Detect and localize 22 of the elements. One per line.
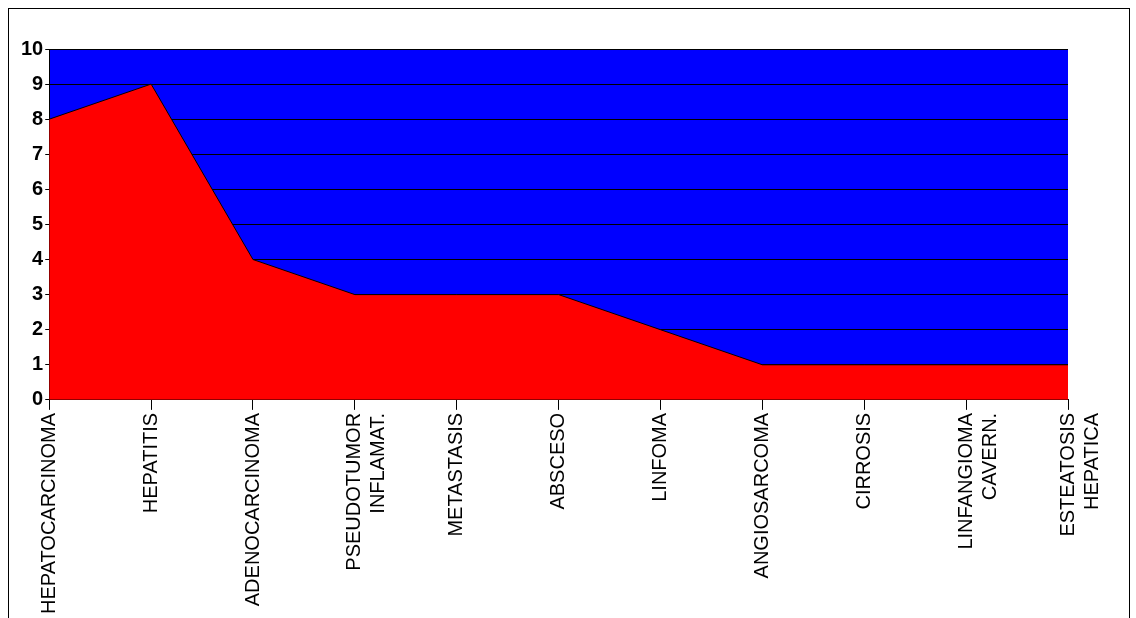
y-tick-label: 7 — [32, 141, 44, 164]
y-tick-label: 5 — [32, 211, 44, 234]
y-tick-label: 6 — [32, 176, 44, 199]
y-tick-label: 8 — [32, 106, 44, 129]
y-tick-label: 2 — [32, 317, 44, 340]
y-tick-label: 0 — [32, 387, 44, 410]
x-tick-label: LINFOMA — [648, 412, 671, 502]
y-tick-label: 9 — [32, 71, 44, 94]
x-tick-label: ADENOCARCINOMA — [240, 412, 263, 607]
y-tick-label: 4 — [32, 247, 45, 270]
x-tick-label: ANGIOSARCOMA — [749, 412, 772, 579]
x-tick-label: METASTASIS — [444, 412, 467, 537]
x-tick-label: CIRROSIS — [851, 412, 874, 510]
x-tick-label: LINFANGIOMA CAVERN. — [953, 412, 1000, 550]
x-tick-label: PSEUDOTUMOR INFLAMAT. — [342, 412, 389, 571]
y-tick-label: 1 — [32, 352, 44, 375]
x-tick-label: ABSCESO — [546, 412, 569, 510]
x-tick-label: HEPATOCARCINOMA — [36, 412, 59, 615]
x-tick-label: HEPATITIS — [138, 412, 161, 514]
y-tick-label: 10 — [21, 36, 44, 59]
x-tick-label: ESTEATOSIS HEPATICA — [1055, 412, 1102, 537]
y-tick-label: 3 — [32, 282, 44, 305]
